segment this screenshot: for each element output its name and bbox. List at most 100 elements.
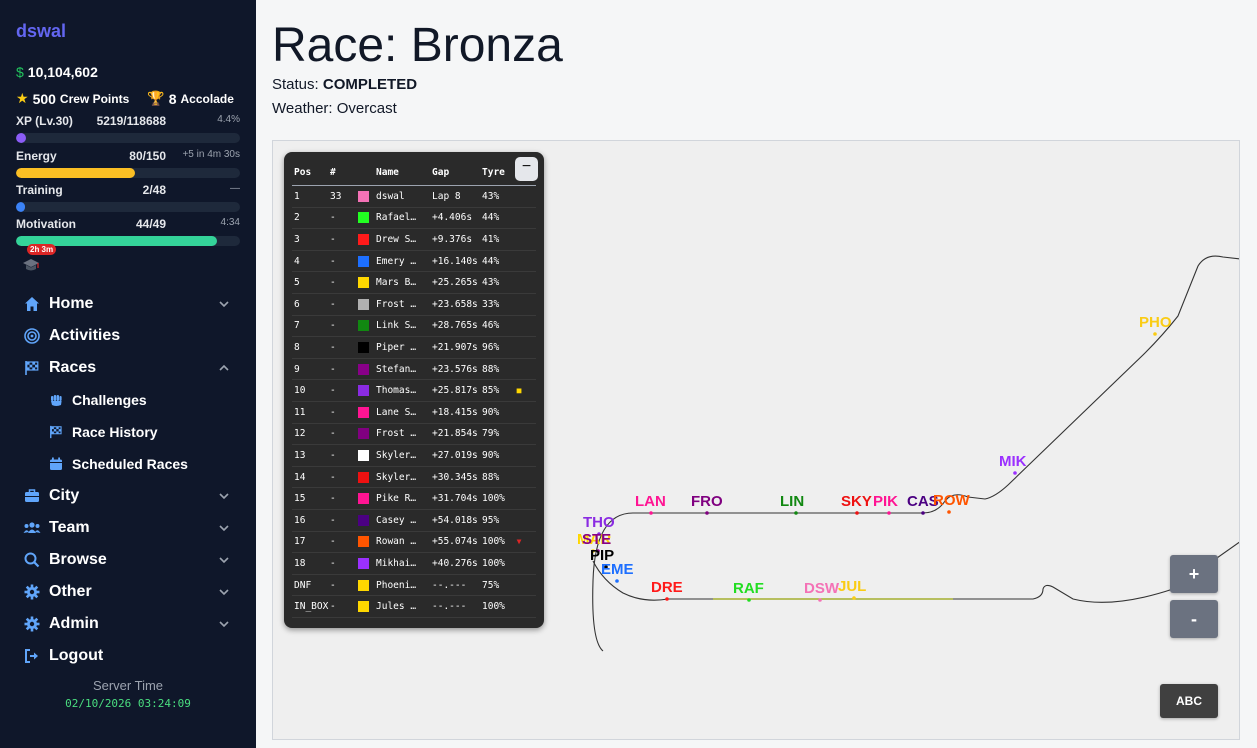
header-gap: Gap: [432, 167, 450, 178]
driver-marker[interactable]: [604, 565, 608, 569]
users-icon: [23, 519, 41, 537]
meter-side: —: [230, 183, 240, 194]
chevron-down-icon: [219, 493, 229, 500]
driver-marker[interactable]: [591, 549, 595, 553]
driver-label: LAN: [635, 493, 666, 510]
row-pos: 1: [294, 190, 300, 202]
zoom-in-button[interactable]: +: [1170, 555, 1218, 593]
leaderboard-row[interactable]: 13 - Skyler… +27.019s 90%: [292, 445, 536, 467]
driver-marker[interactable]: [921, 511, 925, 515]
row-pos: 7: [294, 320, 300, 332]
driver-marker[interactable]: [855, 511, 859, 515]
nav-home[interactable]: Home: [0, 288, 256, 320]
driver-marker[interactable]: [852, 596, 856, 600]
driver-marker[interactable]: [1153, 332, 1157, 336]
leaderboard-row[interactable]: 16 - Casey … +54.018s 95%: [292, 510, 536, 532]
row-num: -: [330, 471, 336, 483]
leaderboard-row[interactable]: 6 - Frost … +23.658s 33%: [292, 294, 536, 316]
leaderboard-row[interactable]: DNF - Phoeni… --.--- 75%: [292, 575, 536, 597]
row-name: Rafael…: [376, 212, 417, 224]
row-name: Stefan…: [376, 363, 417, 375]
leaderboard-row[interactable]: 1 33 dswal Lap 8 43%: [292, 186, 536, 208]
team-color-swatch: [358, 471, 369, 483]
row-num: -: [330, 557, 336, 569]
row-gap: +55.074s: [432, 536, 478, 548]
driver-marker[interactable]: [747, 598, 751, 602]
graduation-cap-icon[interactable]: [22, 258, 40, 272]
team-color-swatch: [358, 255, 369, 267]
money-display: $10,104,602: [16, 64, 98, 80]
row-num: -: [330, 536, 336, 548]
leaderboard-row[interactable]: 15 - Pike R… +31.704s 100%: [292, 488, 536, 510]
meter-side: +5 in 4m 30s: [182, 149, 240, 160]
nav-activities[interactable]: Activities: [0, 320, 256, 352]
driver-marker[interactable]: [615, 579, 619, 583]
leaderboard-row[interactable]: 5 - Mars B… +25.265s 43%: [292, 272, 536, 294]
leaderboard-row[interactable]: 17 - Rowan … +55.074s 100% ▼: [292, 532, 536, 554]
driver-marker[interactable]: [597, 532, 601, 536]
nav-scheduled-races[interactable]: Scheduled Races: [0, 448, 256, 480]
track-map[interactable]: PHO MIK LAN FRO LIN SKY PIK CAS ROW THO MAR STE PIP E…: [272, 140, 1240, 740]
leaderboard-row[interactable]: 10 - Thomas… +25.817s 85% ■: [292, 380, 536, 402]
row-tyre: 100%: [482, 493, 505, 505]
nav-challenges[interactable]: Challenges: [0, 384, 256, 416]
nav-race-history[interactable]: Race History: [0, 416, 256, 448]
driver-marker[interactable]: [649, 511, 653, 515]
driver-marker[interactable]: [947, 510, 951, 514]
nav-label: City: [49, 487, 80, 504]
zoom-out-button[interactable]: -: [1170, 600, 1218, 638]
leaderboard-row[interactable]: 12 - Frost … +21.854s 79%: [292, 424, 536, 446]
leaderboard-row[interactable]: 3 - Drew S… +9.376s 41%: [292, 229, 536, 251]
driver-marker[interactable]: [818, 598, 822, 602]
row-name: Emery …: [376, 255, 417, 267]
driver-marker[interactable]: [1013, 471, 1017, 475]
nav-admin[interactable]: Admin: [0, 608, 256, 640]
team-color-swatch: [358, 320, 369, 332]
team-color-swatch: [358, 298, 369, 310]
energy-meter: Energy 80/150 +5 in 4m 30s: [16, 149, 240, 178]
chevron-down-icon: [219, 301, 229, 308]
leaderboard-row[interactable]: 8 - Piper … +21.907s 96%: [292, 337, 536, 359]
leaderboard-row[interactable]: IN_BOX - Jules … --.--- 100%: [292, 596, 536, 618]
driver-marker[interactable]: [887, 511, 891, 515]
nav-label: Logout: [49, 647, 104, 664]
team-color-swatch: [358, 212, 369, 224]
leaderboard-row[interactable]: 18 - Mikhai… +40.276s 100%: [292, 553, 536, 575]
team-color-swatch: [358, 514, 369, 526]
driver-marker[interactable]: [665, 597, 669, 601]
nav-label: Browse: [49, 551, 107, 568]
nav-team[interactable]: Team: [0, 512, 256, 544]
cap-timer-badge: 2h 3m: [27, 244, 57, 255]
nav-other[interactable]: Other: [0, 576, 256, 608]
leaderboard-header: Pos # Name Gap Tyre: [292, 160, 536, 186]
row-gap: +21.854s: [432, 428, 478, 440]
leaderboard-row[interactable]: 11 - Lane S… +18.415s 90%: [292, 402, 536, 424]
driver-label: PHO: [1139, 314, 1172, 331]
brand-name[interactable]: dswal: [16, 21, 67, 41]
nav-city[interactable]: City: [0, 480, 256, 512]
meter-value: 44/49: [135, 217, 166, 231]
team-color-swatch: [358, 363, 369, 375]
row-name: Rowan …: [376, 536, 417, 548]
row-tyre: 41%: [482, 233, 500, 245]
leaderboard-row[interactable]: 2 - Rafael… +4.406s 44%: [292, 208, 536, 230]
leaderboard-row[interactable]: 9 - Stefan… +23.576s 88%: [292, 359, 536, 381]
accolades-label: Accolade: [180, 91, 234, 106]
driver-marker[interactable]: [596, 549, 600, 553]
nav-races[interactable]: Races: [0, 352, 256, 384]
abc-toggle-button[interactable]: ABC: [1160, 684, 1218, 718]
leaderboard-row[interactable]: 4 - Emery … +16.140s 44%: [292, 251, 536, 273]
leaderboard-row[interactable]: 7 - Link S… +28.765s 46%: [292, 316, 536, 338]
collapse-button[interactable]: −: [515, 157, 538, 181]
row-pos: 2: [294, 212, 300, 224]
meter-fill: [16, 168, 136, 178]
nav-browse[interactable]: Browse: [0, 544, 256, 576]
team-color-swatch: [358, 449, 369, 461]
crew-points-label: Crew Points: [59, 91, 130, 106]
leaderboard-row[interactable]: 14 - Skyler… +30.345s 88%: [292, 467, 536, 489]
nav-logout[interactable]: Logout: [0, 640, 256, 672]
driver-marker[interactable]: [794, 511, 798, 515]
driver-marker[interactable]: [705, 511, 709, 515]
meter-track: [16, 168, 240, 178]
